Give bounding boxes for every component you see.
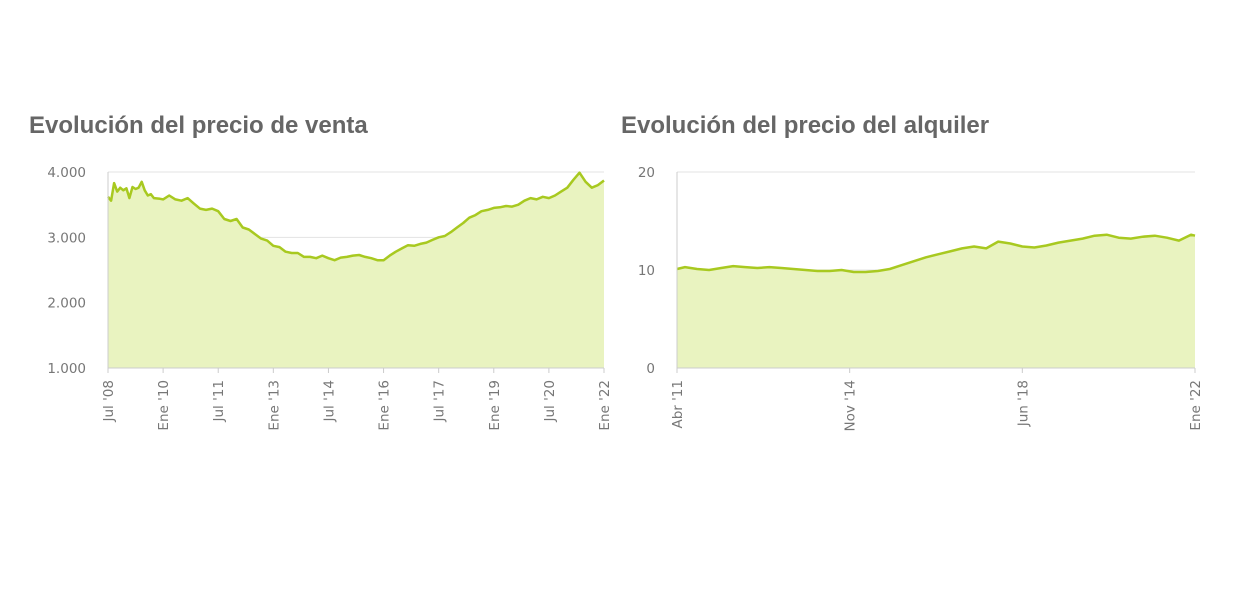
- rent-price-plot: 0 10 20 Abr '11 Nov '14 Jun '18 Ene '22: [638, 165, 1204, 432]
- chart-1-series-area: [677, 234, 1195, 368]
- chart-1-x-tick-label: Nov '14: [843, 380, 859, 432]
- chart-0-x-tick-label: Ene '10: [156, 380, 172, 431]
- chart-0-series-area: [108, 172, 604, 368]
- chart-title: Evolución del precio del alquiler: [621, 112, 990, 139]
- chart-0-y-tick-label: 4.000: [47, 165, 86, 181]
- chart-1-y-tick-label: 0: [646, 361, 655, 377]
- chart-0-x-tick-label: Ene '19: [487, 380, 503, 431]
- sale-price-chart: Evolución del precio de venta 1.000 2.000…: [0, 0, 615, 606]
- chart-0-x-tick-label: Jul '20: [542, 380, 558, 422]
- chart-0-series-line: [107, 171, 605, 262]
- chart-1-x-tick-label: Abr '11: [670, 380, 686, 429]
- chart-1-x-tick-label: Ene '22: [1188, 380, 1204, 431]
- rent-price-chart: Evolución del precio del alquiler 0 10 20 A…: [615, 0, 1237, 606]
- chart-0-x-tick-label: Ene '16: [377, 380, 393, 431]
- chart-0-x-tick-label: Jul '11: [211, 380, 227, 422]
- chart-1-series-line: [676, 233, 1196, 274]
- chart-0-y-tick-label: 1.000: [47, 361, 86, 377]
- sale-price-plot: 1.000 2.000 3.000 4.000 Jul '08 Ene '10 Jul '1…: [47, 165, 613, 431]
- chart-1-x-tick-label: Jun '18: [1015, 380, 1031, 427]
- chart-0-x-tick-label: Ene '22: [597, 380, 613, 431]
- chart-1-y-tick-label: 10: [638, 263, 655, 279]
- chart-0-x-tick-label: Jul '14: [321, 380, 337, 422]
- chart-0-x-tick-label: Jul '08: [101, 380, 117, 422]
- chart-1-y-tick-label: 20: [638, 165, 655, 181]
- chart-0-x-tick-label: Jul '17: [432, 380, 448, 422]
- chart-0-x-tick-label: Ene '13: [266, 380, 282, 431]
- chart-0-y-tick-label: 2.000: [47, 296, 86, 312]
- chart-title: Evolución del precio de venta: [29, 112, 368, 139]
- chart-0-y-tick-label: 3.000: [47, 230, 86, 246]
